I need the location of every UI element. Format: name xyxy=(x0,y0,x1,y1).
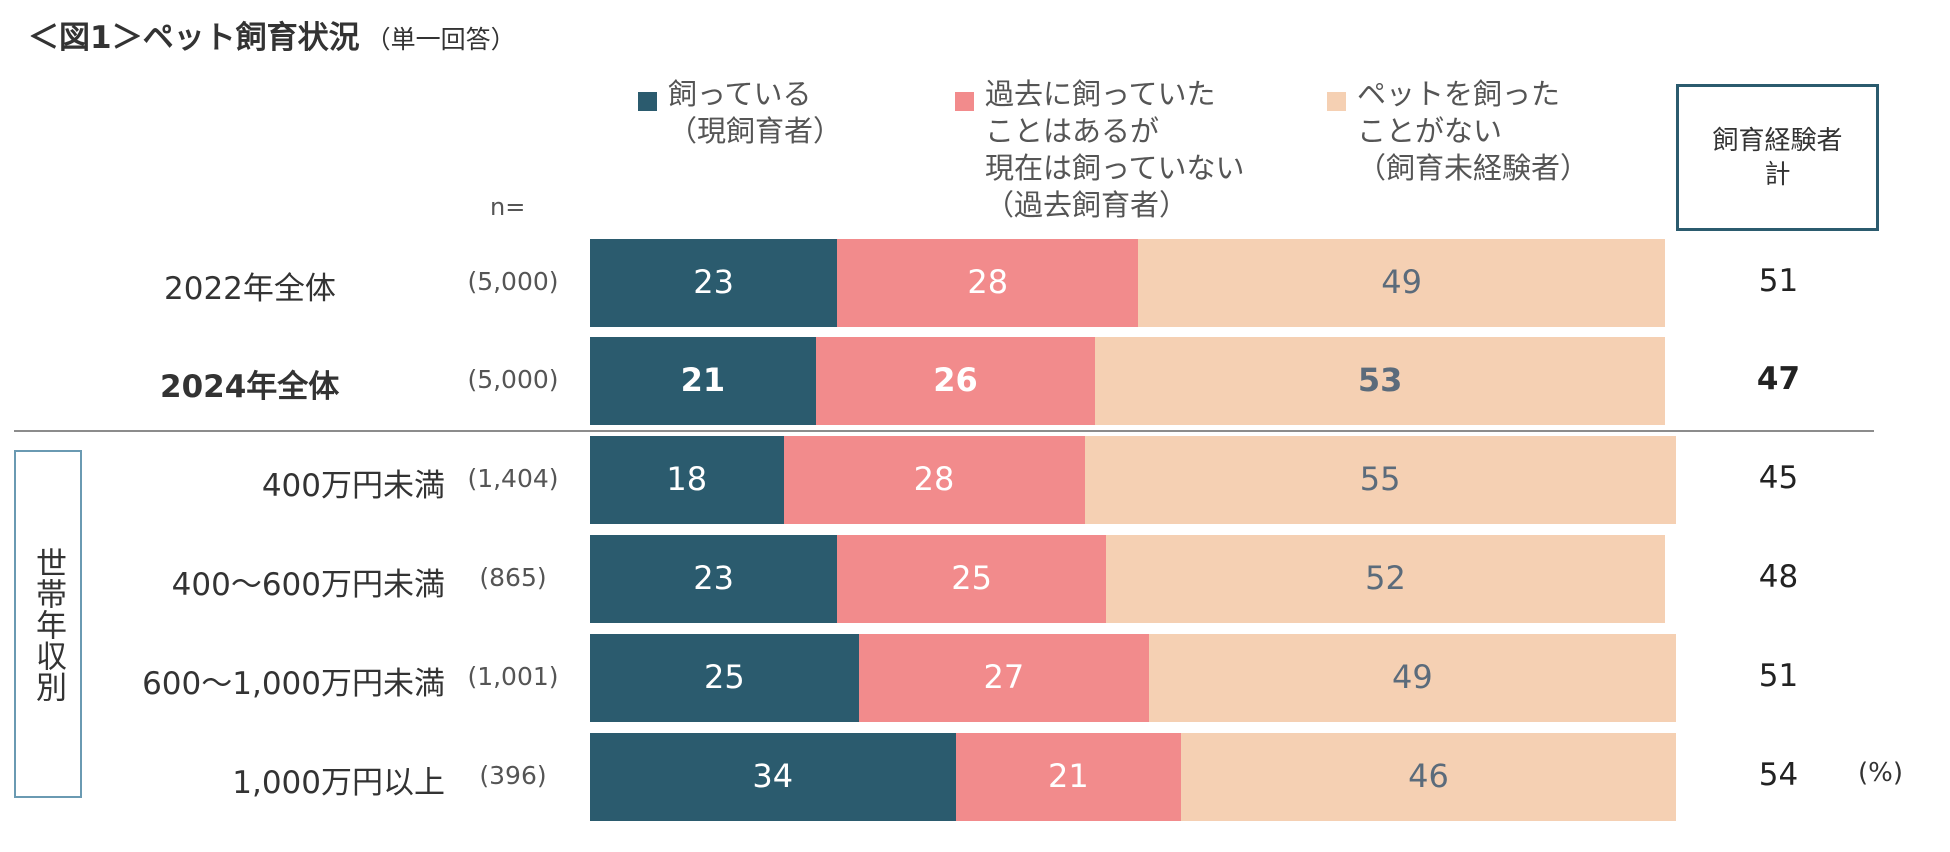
row-label: 1,000万円以上 xyxy=(232,765,445,801)
bar-segment-past xyxy=(858,634,1149,722)
bar-segment-never xyxy=(1084,436,1676,524)
row-n-count: (5,000) xyxy=(467,267,559,296)
total-value: 51 xyxy=(1758,658,1799,694)
bar-value-label-past: 27 xyxy=(983,658,1025,696)
bar-segment-past xyxy=(955,733,1182,821)
section-divider xyxy=(14,430,1874,432)
bar-value-label-past: 28 xyxy=(967,263,1009,301)
bar-segment-current xyxy=(590,733,956,821)
bar-segment-current xyxy=(590,239,838,327)
total-value: 47 xyxy=(1756,361,1801,397)
bar-value-label-past: 25 xyxy=(951,559,992,597)
n-label: n= xyxy=(490,193,526,221)
bar-segment-never xyxy=(1149,634,1676,722)
row-label: 400～600万円未満 xyxy=(171,567,445,603)
bar-segment-current xyxy=(590,535,838,623)
bar-value-label-current: 25 xyxy=(704,658,745,696)
total-value: 54 xyxy=(1758,757,1799,793)
bar-segment-past xyxy=(783,436,1085,524)
bar-segment-never xyxy=(1138,239,1665,327)
row-n-count: (396) xyxy=(479,761,547,790)
bar-value-label-never: 46 xyxy=(1408,757,1449,795)
bar-value-label-current: 34 xyxy=(752,757,794,795)
total-value: 45 xyxy=(1758,460,1799,496)
bar-value-label-past: 26 xyxy=(933,361,978,399)
row-label: 400万円未満 xyxy=(261,468,445,504)
bar-value-label-never: 49 xyxy=(1381,263,1422,301)
bar-segment-past xyxy=(837,535,1106,623)
row-n-count: (865) xyxy=(479,563,547,592)
bar-segment-never xyxy=(1181,733,1676,821)
bar-value-label-never: 52 xyxy=(1365,559,1406,597)
row-n-count: (1,404) xyxy=(467,464,559,493)
bar-segment-past xyxy=(837,239,1139,327)
legend-swatch-past xyxy=(955,92,974,111)
title-text: ＜図1＞ペット飼育状況 xyxy=(28,20,360,56)
total-value: 51 xyxy=(1758,263,1799,299)
bar-value-label-never: 55 xyxy=(1359,460,1401,498)
income-group-box: 世帯年収別 xyxy=(14,450,82,798)
bar-value-label-never: 53 xyxy=(1357,361,1403,399)
bar-segment-current xyxy=(590,337,816,425)
chart-title: ＜図1＞ペット飼育状況 （単一回答） xyxy=(28,12,516,57)
bar-segment-current xyxy=(590,634,859,722)
bar-value-label-past: 21 xyxy=(1048,757,1089,795)
row-label: 2022年全体 xyxy=(164,271,336,307)
bar-value-label-current: 23 xyxy=(693,559,734,597)
title-subtitle: （単一回答） xyxy=(365,25,516,54)
bar-segment-never xyxy=(1106,535,1665,623)
bar-value-label-current: 18 xyxy=(666,460,708,498)
row-n-count: (1,001) xyxy=(467,662,559,691)
bar-value-label-never: 49 xyxy=(1392,658,1433,696)
unit-label: (%) xyxy=(1858,758,1903,788)
row-label: 2024年全体 xyxy=(160,369,340,405)
bar-segment-past xyxy=(815,337,1096,425)
bar-segment-never xyxy=(1095,337,1665,425)
legend-label-current: 飼っている （現飼育者） xyxy=(668,77,843,148)
total-header: 飼育経験者 計 xyxy=(1676,84,1879,231)
legend-label-never: ペットを飼った ことがない （飼育未経験者） xyxy=(1357,77,1590,185)
bar-value-label-current: 23 xyxy=(693,263,734,301)
row-n-count: (5,000) xyxy=(467,365,559,394)
row-label: 600～1,000万円未満 xyxy=(142,666,445,702)
legend-label-past: 過去に飼っていた ことはあるが 現在は飼っていない （過去飼育者） xyxy=(985,77,1245,222)
bar-value-label-past: 28 xyxy=(913,460,955,498)
bar-segment-current xyxy=(590,436,784,524)
legend-swatch-current xyxy=(638,92,657,111)
income-group-label: 世帯年収別 xyxy=(30,546,66,702)
legend-swatch-never xyxy=(1327,92,1346,111)
total-value: 48 xyxy=(1758,559,1799,595)
bar-value-label-current: 21 xyxy=(680,361,726,399)
